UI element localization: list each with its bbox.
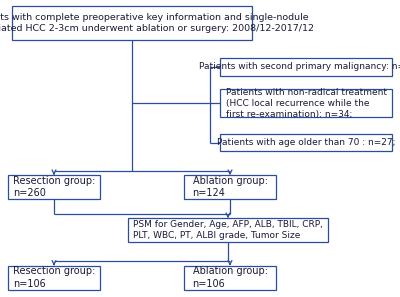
Text: Resection group:
n=106: Resection group: n=106: [13, 266, 95, 289]
FancyBboxPatch shape: [8, 266, 100, 290]
FancyBboxPatch shape: [8, 175, 100, 199]
Text: Resection group:
n=260: Resection group: n=260: [13, 176, 95, 198]
FancyBboxPatch shape: [220, 89, 392, 117]
Text: Ablation group:
n=106: Ablation group: n=106: [192, 266, 268, 289]
Text: Patients with non-radical treatment
(HCC local recurrence while the
first re-exa: Patients with non-radical treatment (HCC…: [226, 88, 386, 119]
Text: 453 patients with complete preoperative key information and single-nodule
HBV-as: 453 patients with complete preoperative …: [0, 13, 314, 33]
Text: Ablation group:
n=124: Ablation group: n=124: [192, 176, 268, 198]
FancyBboxPatch shape: [220, 134, 392, 151]
FancyBboxPatch shape: [12, 6, 252, 40]
FancyBboxPatch shape: [220, 58, 392, 76]
FancyBboxPatch shape: [128, 218, 328, 242]
Text: Patients with age older than 70 : n=27;: Patients with age older than 70 : n=27;: [217, 138, 395, 147]
Text: Patients with second primary malignancy: n=8;: Patients with second primary malignancy:…: [199, 62, 400, 71]
FancyBboxPatch shape: [184, 175, 276, 199]
FancyBboxPatch shape: [184, 266, 276, 290]
Text: PSM for Gender, Age, AFP, ALB, TBIL, CRP,
PLT, WBC, PT, ALBI grade, Tumor Size: PSM for Gender, Age, AFP, ALB, TBIL, CRP…: [133, 220, 323, 240]
